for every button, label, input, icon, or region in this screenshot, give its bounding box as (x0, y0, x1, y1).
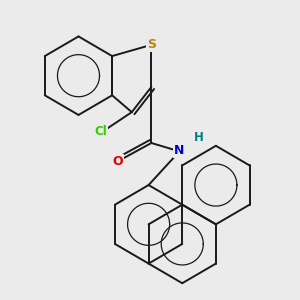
Text: Cl: Cl (94, 125, 107, 138)
Text: S: S (147, 38, 156, 51)
Text: O: O (112, 155, 123, 168)
Text: N: N (174, 143, 184, 157)
Text: H: H (194, 131, 204, 144)
